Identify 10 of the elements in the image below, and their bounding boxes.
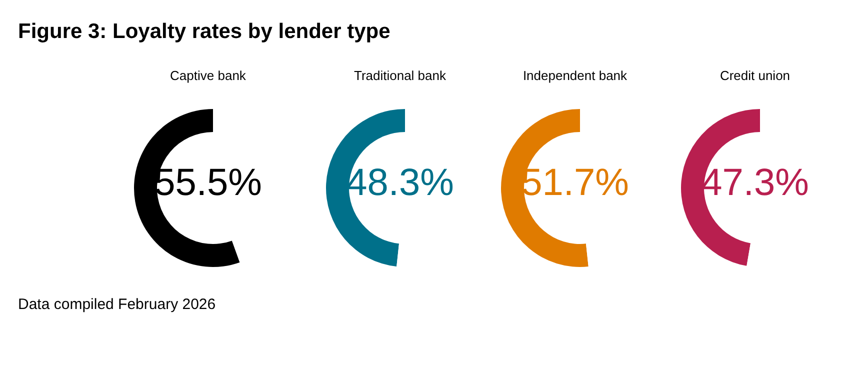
text: Figure 3: Loyalty rates by lender type — [18, 20, 390, 44]
chart-title: Independent bank — [522, 68, 628, 83]
chart-title: Captive bank — [170, 68, 246, 83]
chart-title: Traditional bank — [354, 68, 447, 83]
data-label: 48.3% — [346, 162, 454, 204]
data-label: 47.3% — [701, 162, 809, 204]
data-label: 51.7% — [521, 162, 629, 204]
data-label: 55.5% — [154, 162, 262, 204]
text: Data compiled February 2026 — [18, 296, 216, 313]
chart-title: Credit union — [720, 68, 790, 83]
